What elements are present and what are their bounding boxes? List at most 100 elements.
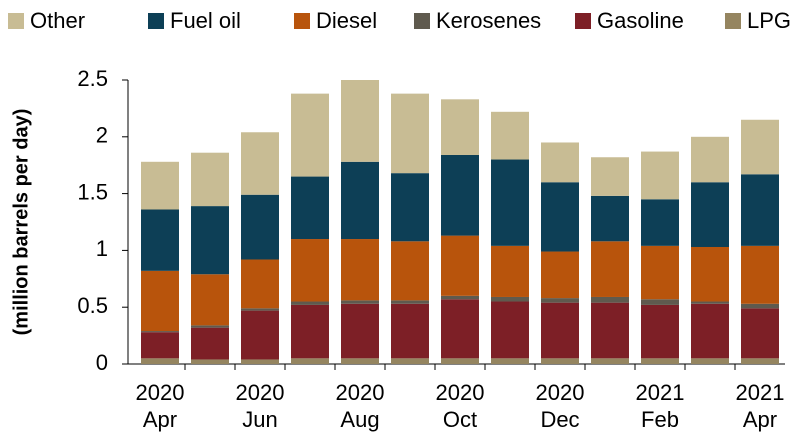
- bar-segment: [141, 332, 179, 359]
- legend-label: Diesel: [316, 8, 377, 33]
- bar-segment: [491, 159, 529, 246]
- bar-segment: [141, 270, 179, 332]
- bar-segment: [641, 245, 679, 300]
- legend-swatch: [414, 13, 430, 29]
- bar-segment: [741, 174, 779, 246]
- bar-segment: [491, 245, 529, 297]
- bar-segment: [591, 296, 629, 303]
- y-tick-label: 2: [96, 123, 108, 148]
- bar-segment: [741, 308, 779, 359]
- bar-segment: [391, 358, 429, 364]
- bar-segment: [241, 194, 279, 260]
- bar-segment: [441, 295, 479, 300]
- bar-segment: [241, 310, 279, 360]
- bar-segment: [641, 199, 679, 246]
- bar-segment: [241, 359, 279, 364]
- bar-segment: [641, 358, 679, 364]
- bar-segment: [441, 299, 479, 359]
- bar-segment: [391, 241, 429, 301]
- bar-segment: [441, 99, 479, 155]
- bar-segment: [441, 358, 479, 364]
- bar-segment: [391, 93, 429, 174]
- legend-swatch: [8, 13, 24, 29]
- bar-segment: [141, 161, 179, 210]
- bar-segment: [541, 251, 579, 299]
- bar-segment: [291, 304, 329, 359]
- legend-label: Gasoline: [597, 8, 684, 33]
- legend-swatch: [148, 13, 164, 29]
- bar-segment: [541, 298, 579, 303]
- bar-segment: [691, 246, 729, 302]
- bar-segment: [291, 358, 329, 364]
- bar-segment: [241, 259, 279, 309]
- bar-segment: [191, 152, 229, 207]
- y-tick-label: 0.5: [77, 293, 108, 318]
- bar-segment: [241, 132, 279, 195]
- legend-label: Kerosenes: [436, 8, 541, 33]
- x-tick-label: 2020 Jun: [236, 380, 285, 432]
- y-tick-label: 2.5: [77, 66, 108, 91]
- bar-segment: [341, 161, 379, 240]
- bar-segment: [691, 182, 729, 247]
- bar-segment: [291, 176, 329, 240]
- bar-segment: [591, 157, 629, 196]
- legend-label: Other: [30, 8, 85, 33]
- bar-segment: [341, 239, 379, 301]
- bar-segment: [641, 151, 679, 200]
- bar-segment: [741, 303, 779, 309]
- bar-segment: [491, 301, 529, 359]
- bar-segment: [491, 296, 529, 302]
- bar-segment: [541, 182, 579, 252]
- bar-segment: [191, 206, 229, 275]
- x-tick-label: 2020 Dec: [536, 380, 585, 432]
- legend-swatch: [725, 13, 741, 29]
- bar-segment: [441, 235, 479, 296]
- bar-segment: [541, 358, 579, 364]
- bar-segment: [241, 308, 279, 311]
- bar-segment: [341, 300, 379, 304]
- bar-segment: [191, 359, 229, 364]
- bar-segment: [341, 303, 379, 359]
- bar-segment: [591, 302, 629, 359]
- bar-segment: [141, 358, 179, 364]
- legend-label: LPG: [747, 8, 791, 33]
- bar-segment: [691, 358, 729, 364]
- x-tick-label: 2021 Feb: [636, 380, 685, 432]
- y-tick-label: 1: [96, 236, 108, 261]
- bar-segment: [641, 304, 679, 359]
- y-axis-label: (million barrels per day): [10, 109, 32, 336]
- legend-swatch: [294, 13, 310, 29]
- bar-segment: [291, 301, 329, 305]
- bar-segment: [691, 136, 729, 183]
- bar-segment: [491, 358, 529, 364]
- bar-segment: [141, 331, 179, 333]
- bar-segment: [391, 303, 429, 359]
- bar-segment: [341, 358, 379, 364]
- x-tick-label: 2020 Aug: [336, 380, 385, 432]
- bar-segment: [591, 358, 629, 364]
- bar-segment: [491, 111, 529, 160]
- bar-segment: [291, 93, 329, 177]
- bar-segment: [641, 299, 679, 305]
- bar-segment: [691, 303, 729, 359]
- bar-segment: [341, 80, 379, 162]
- bar-segment: [191, 327, 229, 360]
- bar-segment: [191, 325, 229, 328]
- bar-segment: [591, 241, 629, 297]
- bar-segment: [391, 300, 429, 304]
- x-tick-label: 2021 Apr: [736, 380, 785, 432]
- bar-segment: [691, 301, 729, 304]
- bar-segment: [141, 209, 179, 271]
- bar-segment: [541, 142, 579, 183]
- bar-segment: [291, 239, 329, 302]
- x-tick-label: 2020 Apr: [136, 380, 185, 432]
- bar-segment: [741, 119, 779, 175]
- legend-swatch: [575, 13, 591, 29]
- bar-segment: [391, 173, 429, 242]
- bar-segment: [741, 245, 779, 304]
- bar-segment: [441, 154, 479, 236]
- y-tick-label: 0: [96, 350, 108, 375]
- x-tick-label: 2020 Oct: [436, 380, 485, 432]
- bar-segment: [591, 195, 629, 242]
